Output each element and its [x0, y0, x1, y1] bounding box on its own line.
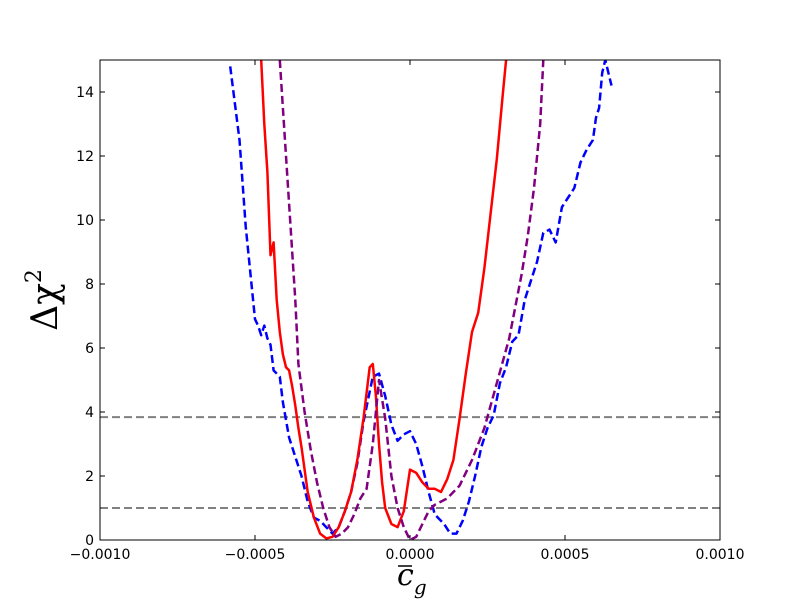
- y-tick-label: 0: [85, 533, 94, 549]
- y-axis-label-sup: 2: [22, 269, 47, 283]
- x-tick-label: −0.0010: [70, 547, 131, 563]
- x-tick-label: 0.0005: [541, 547, 590, 563]
- x-axis-label: cg: [397, 558, 427, 599]
- y-tick-label: 8: [85, 277, 94, 293]
- series-layer: [228, 60, 613, 540]
- series-line-1: [259, 60, 508, 540]
- x-axis-label-base: c: [397, 558, 414, 593]
- x-tick-label: 0.0000: [386, 547, 435, 563]
- y-axis-label-base: Δχ: [25, 283, 66, 331]
- y-tick-label: 2: [85, 469, 94, 485]
- y-axis-label: Δχ2: [22, 269, 66, 331]
- x-tick-label: −0.0005: [225, 547, 286, 563]
- y-tick-label: 4: [85, 405, 94, 421]
- svg-text:cg: cg: [397, 558, 427, 599]
- x-axis-label-sub: g: [414, 575, 427, 599]
- series-line-2: [278, 60, 545, 540]
- y-axis: 0 2 4 6 8 10 12 14: [76, 85, 720, 549]
- y-tick-label: 6: [85, 341, 94, 357]
- x-axis: −0.0010 −0.0005 0.0000 0.0005 0.0010: [70, 60, 745, 563]
- svg-text:Δχ2: Δχ2: [22, 269, 66, 331]
- y-tick-label: 12: [76, 149, 94, 165]
- reference-lines: [100, 416, 720, 509]
- series-line-0: [228, 60, 613, 535]
- x-tick-label: 0.0010: [696, 547, 745, 563]
- y-tick-label: 14: [76, 85, 94, 101]
- y-tick-label: 10: [76, 213, 94, 229]
